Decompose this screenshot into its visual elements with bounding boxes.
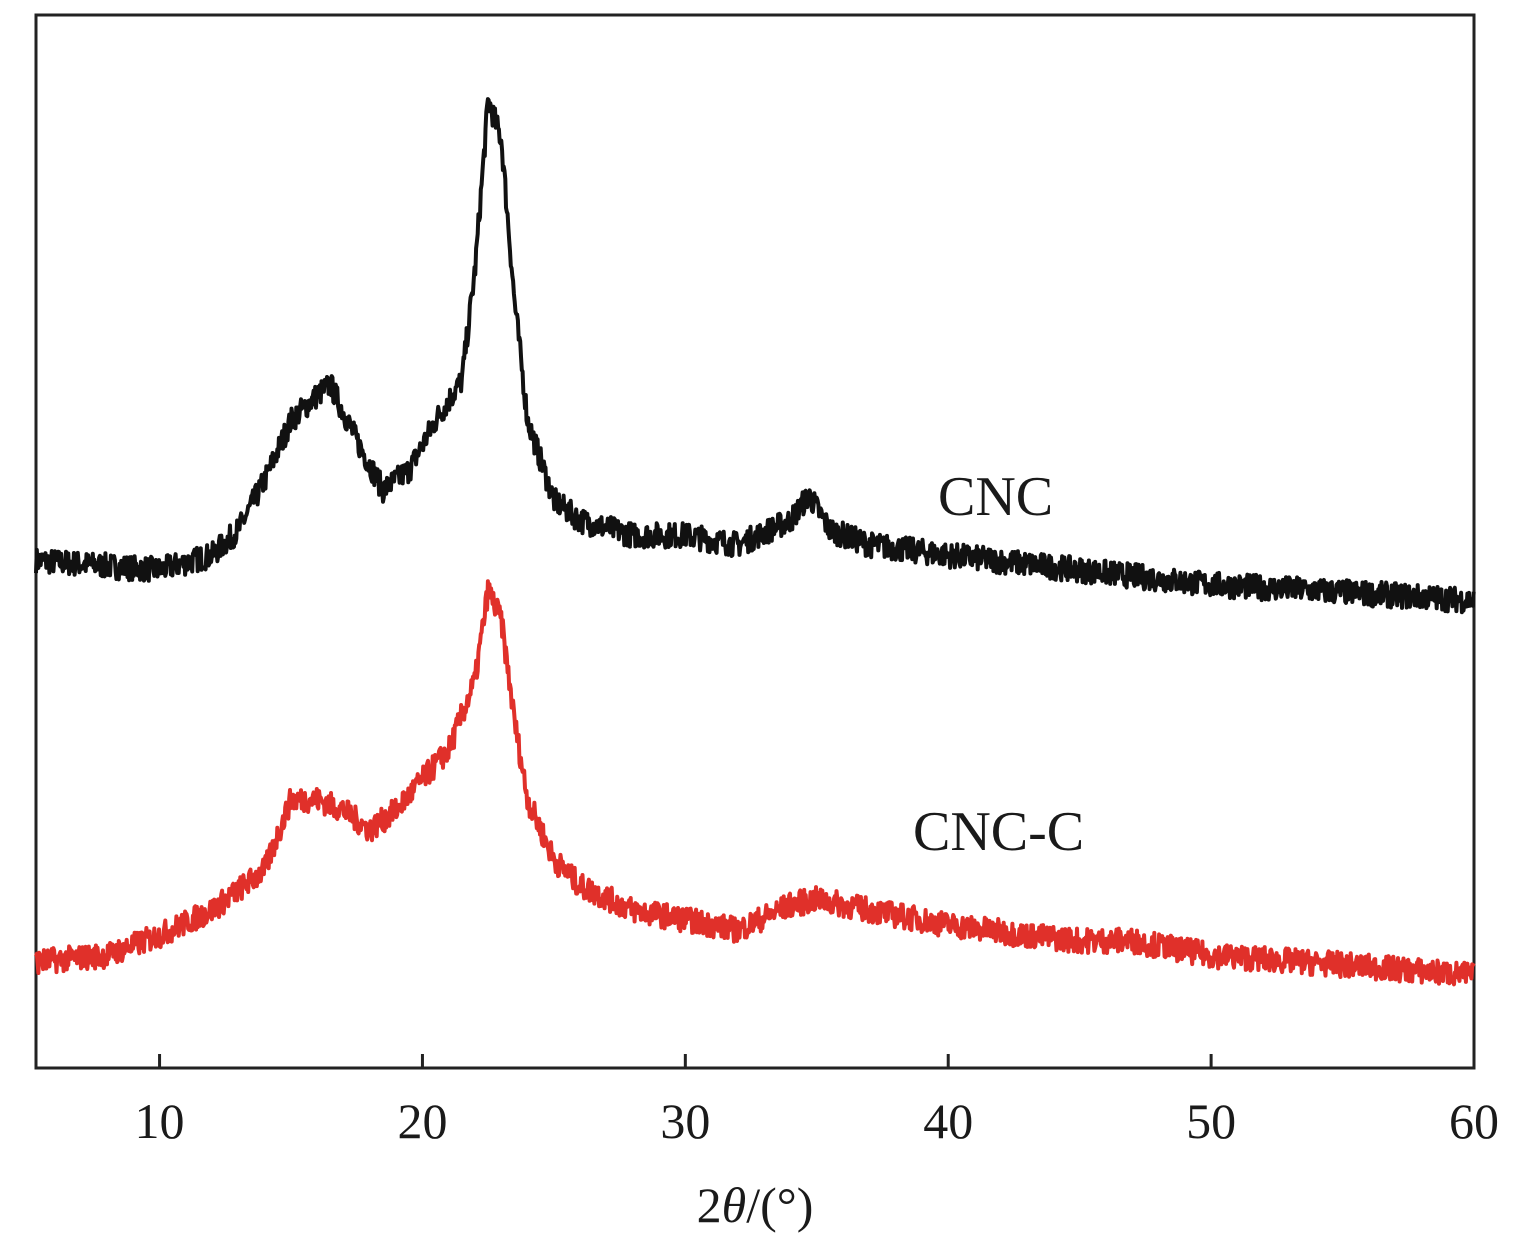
series-line-cnc [34, 97, 1476, 615]
x-tick-label: 50 [1186, 1093, 1236, 1149]
x-axis-title-suffix: /(°) [746, 1177, 813, 1233]
x-axis-title: 2θ/(°) [697, 1177, 814, 1233]
plot-frame [34, 13, 1476, 1070]
x-tick-label: 10 [135, 1093, 185, 1149]
series-label-cnc: CNC [938, 466, 1053, 528]
x-tick-label: 30 [660, 1093, 710, 1149]
x-axis-title-symbol: θ [722, 1177, 747, 1233]
x-tick-label: 60 [1449, 1093, 1499, 1149]
x-tick-label: 40 [923, 1093, 973, 1149]
series-line-cnc-c [34, 579, 1476, 987]
x-axis-title-prefix: 2 [697, 1177, 722, 1233]
x-tick-label: 20 [397, 1093, 447, 1149]
series-label-cnc-c: CNC-C [913, 801, 1084, 863]
